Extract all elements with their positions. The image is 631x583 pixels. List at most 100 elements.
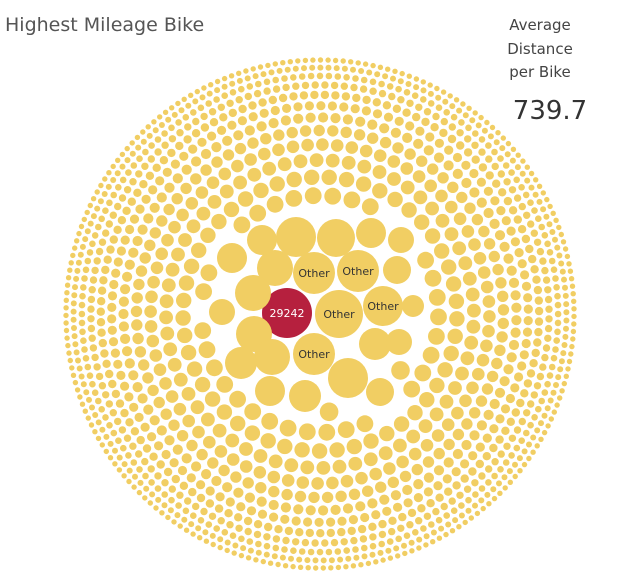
bubble[interactable] bbox=[232, 542, 239, 549]
bubble[interactable] bbox=[224, 547, 230, 554]
bubble[interactable] bbox=[335, 490, 347, 502]
bubble[interactable] bbox=[84, 257, 92, 265]
bubble[interactable] bbox=[99, 426, 106, 433]
bubble[interactable] bbox=[337, 421, 355, 438]
bubble[interactable] bbox=[513, 194, 522, 202]
bubble[interactable] bbox=[432, 112, 440, 121]
bubble[interactable] bbox=[209, 299, 235, 325]
bubble[interactable] bbox=[168, 124, 175, 132]
bubble[interactable] bbox=[513, 215, 522, 224]
bubble[interactable] bbox=[292, 538, 300, 546]
bubble[interactable] bbox=[396, 455, 409, 469]
bubble[interactable] bbox=[421, 117, 430, 127]
bubble[interactable] bbox=[536, 247, 545, 256]
bubble[interactable] bbox=[452, 517, 459, 524]
bubble[interactable] bbox=[116, 454, 123, 461]
bubble[interactable] bbox=[428, 328, 445, 345]
bubble[interactable] bbox=[304, 187, 322, 205]
bubble[interactable] bbox=[566, 261, 572, 267]
bubble[interactable] bbox=[201, 85, 207, 91]
bubble[interactable] bbox=[190, 400, 205, 415]
bubble[interactable] bbox=[489, 218, 500, 229]
bubble[interactable] bbox=[355, 60, 361, 66]
bubble[interactable] bbox=[97, 198, 104, 205]
bubble[interactable] bbox=[244, 153, 257, 166]
bubble[interactable] bbox=[119, 163, 126, 170]
bubble[interactable] bbox=[89, 404, 95, 411]
bubble[interactable] bbox=[286, 140, 300, 154]
bubble[interactable] bbox=[158, 122, 165, 128]
bubble[interactable] bbox=[293, 102, 303, 112]
bubble[interactable] bbox=[141, 194, 151, 204]
bubble[interactable] bbox=[186, 219, 201, 234]
bubble[interactable] bbox=[427, 90, 434, 97]
bubble[interactable] bbox=[205, 100, 212, 107]
bubble[interactable] bbox=[203, 538, 210, 544]
bubble[interactable] bbox=[318, 505, 329, 516]
bubble[interactable] bbox=[390, 490, 401, 501]
bubble[interactable] bbox=[561, 276, 567, 283]
bubble[interactable] bbox=[176, 430, 189, 442]
bubble[interactable] bbox=[226, 453, 240, 466]
bubble[interactable] bbox=[391, 361, 410, 380]
bubble[interactable] bbox=[213, 525, 220, 532]
bubble[interactable] bbox=[263, 533, 271, 541]
bubble[interactable] bbox=[356, 218, 386, 248]
bubble[interactable] bbox=[272, 544, 280, 552]
bubble[interactable] bbox=[506, 226, 516, 236]
bubble[interactable] bbox=[559, 388, 565, 394]
bubble[interactable] bbox=[533, 338, 542, 347]
bubble[interactable] bbox=[124, 145, 130, 152]
bubble[interactable] bbox=[159, 310, 174, 325]
bubble[interactable] bbox=[365, 560, 372, 567]
bubble[interactable] bbox=[233, 487, 244, 498]
bubble[interactable] bbox=[200, 148, 212, 160]
bubble[interactable] bbox=[545, 315, 553, 323]
bubble[interactable] bbox=[533, 177, 539, 183]
bubble[interactable] bbox=[418, 419, 433, 433]
bubble[interactable] bbox=[491, 458, 499, 466]
bubble[interactable] bbox=[345, 555, 352, 562]
bubble[interactable] bbox=[350, 536, 358, 545]
bubble[interactable] bbox=[263, 551, 270, 558]
bubble[interactable] bbox=[562, 284, 568, 291]
bubble[interactable] bbox=[382, 73, 389, 80]
bubble[interactable] bbox=[134, 346, 147, 358]
bubble[interactable] bbox=[375, 481, 387, 493]
bubble[interactable] bbox=[508, 186, 517, 194]
bubble[interactable] bbox=[98, 182, 104, 189]
bubble[interactable] bbox=[316, 72, 324, 80]
bubble[interactable] bbox=[253, 530, 262, 539]
bubble[interactable] bbox=[72, 284, 78, 291]
bubble[interactable] bbox=[520, 270, 530, 280]
bubble[interactable] bbox=[142, 444, 152, 453]
bubble[interactable] bbox=[568, 276, 575, 282]
bubble[interactable] bbox=[411, 463, 423, 476]
bubble[interactable] bbox=[148, 185, 158, 195]
bubble[interactable] bbox=[260, 433, 276, 449]
bubble[interactable] bbox=[281, 75, 288, 82]
bubble[interactable] bbox=[510, 146, 517, 152]
bubble[interactable] bbox=[143, 485, 150, 492]
bubble[interactable] bbox=[126, 467, 133, 474]
bubble[interactable] bbox=[417, 504, 426, 513]
bubble[interactable] bbox=[517, 468, 523, 474]
bubble[interactable] bbox=[280, 115, 291, 126]
bubble[interactable] bbox=[523, 379, 533, 388]
bubble[interactable] bbox=[255, 376, 285, 406]
bubble[interactable] bbox=[159, 294, 174, 309]
bubble[interactable] bbox=[368, 522, 377, 531]
bubble[interactable] bbox=[468, 515, 474, 521]
bubble[interactable] bbox=[293, 504, 304, 515]
bubble[interactable] bbox=[105, 400, 114, 408]
bubble[interactable] bbox=[313, 124, 325, 137]
bubble[interactable] bbox=[350, 66, 356, 73]
bubble[interactable] bbox=[260, 558, 266, 565]
bubble[interactable] bbox=[422, 346, 440, 364]
bubble[interactable] bbox=[443, 457, 454, 468]
bubble[interactable] bbox=[91, 266, 99, 275]
bubble[interactable] bbox=[112, 447, 118, 454]
bubble[interactable] bbox=[562, 292, 569, 299]
bubble[interactable] bbox=[302, 57, 309, 64]
